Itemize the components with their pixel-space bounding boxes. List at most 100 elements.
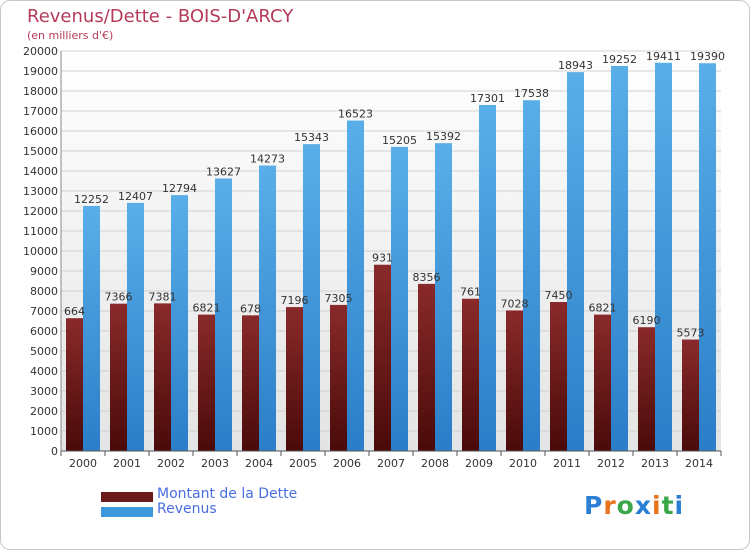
y-tick-label: 8000 xyxy=(30,285,58,298)
bar-revenus xyxy=(303,144,320,451)
bar-revenus xyxy=(699,63,716,451)
x-tick-label: 2005 xyxy=(289,457,317,470)
bar-revenus xyxy=(523,100,540,452)
x-tick-label: 2002 xyxy=(157,457,185,470)
y-tick-label: 3000 xyxy=(30,385,58,398)
proxiti-logo: Proxiti xyxy=(584,491,684,520)
bar-revenus xyxy=(171,195,188,451)
data-label-dette: 7381 xyxy=(149,290,177,303)
data-label-dette: 761 xyxy=(460,286,481,299)
y-tick-label: 7000 xyxy=(30,305,58,318)
bar-dette xyxy=(374,264,391,451)
y-tick-label: 12000 xyxy=(23,205,58,218)
bar-revenus xyxy=(611,65,628,452)
bar-revenus xyxy=(215,178,232,451)
x-tick-label: 2008 xyxy=(421,457,449,470)
bar-revenus xyxy=(567,72,584,451)
data-label-revenus: 13627 xyxy=(206,165,241,178)
x-tick-label: 2004 xyxy=(245,457,273,470)
y-tick-label: 20000 xyxy=(23,45,58,58)
y-tick-label: 14000 xyxy=(23,165,58,178)
y-tick-label: 4000 xyxy=(30,365,58,378)
y-tick-label: 6000 xyxy=(30,325,58,338)
bar-dette xyxy=(154,303,171,451)
x-tick-label: 2012 xyxy=(597,457,625,470)
x-tick-label: 2013 xyxy=(641,457,669,470)
bar-revenus xyxy=(479,104,496,451)
y-tick-label: 17000 xyxy=(23,105,58,118)
x-tick-label: 2009 xyxy=(465,457,493,470)
y-tick-label: 1000 xyxy=(30,425,58,438)
x-tick-label: 2000 xyxy=(69,457,97,470)
data-label-revenus: 19390 xyxy=(690,50,725,63)
logo-letter: t xyxy=(661,491,675,520)
data-label-dette: 7305 xyxy=(325,292,353,305)
bar-revenus xyxy=(347,120,364,451)
data-label-revenus: 12407 xyxy=(118,190,153,203)
data-label-dette: 5573 xyxy=(677,327,705,340)
data-label-dette: 7366 xyxy=(105,291,133,304)
bars-group xyxy=(66,62,716,452)
y-tick-label: 15000 xyxy=(23,145,58,158)
data-label-dette: 6821 xyxy=(193,302,221,315)
y-tick-label: 18000 xyxy=(23,85,58,98)
data-label-revenus: 12252 xyxy=(74,193,109,206)
data-label-dette: 6190 xyxy=(633,314,661,327)
data-label-dette: 7196 xyxy=(281,294,309,307)
bar-revenus xyxy=(127,202,144,451)
data-label-revenus: 15392 xyxy=(426,130,461,143)
chart-subtitle: (en milliers d'€) xyxy=(27,29,114,42)
bar-revenus xyxy=(655,62,672,451)
bar-dette xyxy=(594,314,611,451)
bar-dette xyxy=(286,307,303,451)
x-tick-label: 2007 xyxy=(377,457,405,470)
data-label-revenus: 17538 xyxy=(514,87,549,100)
y-tick-label: 5000 xyxy=(30,345,58,358)
y-tick-label: 13000 xyxy=(23,185,58,198)
data-label-revenus: 17301 xyxy=(470,92,505,105)
x-tick-label: 2001 xyxy=(113,457,141,470)
bar-revenus xyxy=(391,146,408,451)
data-label-dette: 7028 xyxy=(501,297,529,310)
data-label-revenus: 19252 xyxy=(602,53,637,66)
data-label-revenus: 16523 xyxy=(338,108,373,121)
bar-revenus xyxy=(83,205,100,451)
logo-letter: P xyxy=(584,491,604,520)
bar-dette xyxy=(682,339,699,451)
x-tick-label: 2011 xyxy=(553,457,581,470)
y-tick-label: 2000 xyxy=(30,405,58,418)
y-tick-label: 16000 xyxy=(23,125,58,138)
legend-swatch-revenus xyxy=(101,507,153,517)
logo-letter: r xyxy=(603,491,617,520)
bar-dette xyxy=(330,304,347,451)
data-label-revenus: 15343 xyxy=(294,131,329,144)
bar-dette xyxy=(242,315,259,451)
legend-swatch-dette xyxy=(101,492,153,502)
bar-dette xyxy=(110,303,127,451)
data-label-revenus: 12794 xyxy=(162,182,197,195)
data-label-dette: 931 xyxy=(372,252,393,265)
bar-revenus xyxy=(259,165,276,452)
x-tick-label: 2003 xyxy=(201,457,229,470)
data-label-revenus: 18943 xyxy=(558,59,593,72)
data-label-dette: 664 xyxy=(64,305,85,318)
data-label-revenus: 15205 xyxy=(382,134,417,147)
logo-letter: i xyxy=(652,491,662,520)
logo-letter: i xyxy=(674,491,685,520)
legend-label-revenus: Revenus xyxy=(157,501,217,517)
data-label-revenus: 14273 xyxy=(250,153,285,166)
chart-title: Revenus/Dette - BOIS-D'ARCY xyxy=(27,6,294,27)
y-tick-label: 0 xyxy=(51,445,58,458)
y-tick-label: 10000 xyxy=(23,245,58,258)
bar-dette xyxy=(418,283,435,451)
bar-dette xyxy=(66,318,83,451)
legend-label-dette: Montant de la Dette xyxy=(157,486,298,502)
bar-dette xyxy=(638,327,655,451)
logo-letter: x xyxy=(634,491,652,520)
y-tick-label: 11000 xyxy=(23,225,58,238)
bar-dette xyxy=(550,302,567,451)
data-label-revenus: 19411 xyxy=(646,50,681,63)
data-label-dette: 6821 xyxy=(589,302,617,315)
y-tick-label: 19000 xyxy=(23,65,58,78)
